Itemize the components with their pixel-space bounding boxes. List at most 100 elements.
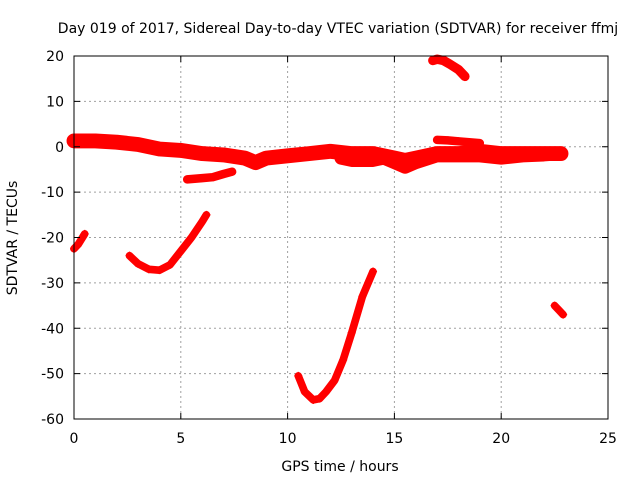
series-short-start	[70, 229, 89, 253]
data-point	[134, 259, 143, 268]
data-point	[439, 56, 448, 65]
data-point	[445, 60, 454, 69]
data-point	[554, 306, 563, 315]
data-point	[433, 151, 442, 160]
data-point	[176, 247, 185, 256]
y-tick-label: -10	[41, 185, 64, 201]
series-band	[294, 267, 377, 404]
data-point	[454, 65, 463, 74]
y-tick-label: -60	[41, 412, 64, 428]
series-end-segment	[550, 301, 568, 319]
data-point	[369, 156, 378, 165]
x-tick-label: 5	[176, 431, 185, 447]
data-point	[347, 156, 356, 165]
series-segment-6-7	[182, 167, 237, 184]
y-tick-label: 20	[46, 49, 64, 65]
y-tick-label: -40	[41, 321, 64, 337]
data-point	[358, 292, 367, 301]
data-point	[433, 135, 442, 144]
data-point	[166, 260, 175, 269]
data-point	[460, 72, 469, 81]
data-point	[187, 233, 196, 242]
data-point	[315, 394, 324, 403]
x-tick-label: 25	[599, 431, 617, 447]
data-point	[322, 387, 331, 396]
y-tick-label: 0	[55, 140, 64, 156]
data-point	[294, 371, 303, 380]
data-point	[518, 151, 527, 160]
data-point	[219, 169, 228, 178]
series-band	[70, 230, 89, 253]
data-point	[401, 163, 410, 172]
data-point	[219, 150, 228, 159]
data-point	[347, 328, 356, 337]
axis-ticks: -60 -50 -40 -30 -20 -10 0 10 20 0 5 10 15 20 25	[41, 49, 617, 447]
chart-title: Day 019 of 2017, Sidereal Day-to-day VTE…	[58, 21, 618, 37]
data-point	[198, 217, 207, 226]
x-tick-label: 10	[279, 431, 297, 447]
data-point	[304, 149, 313, 158]
data-point	[198, 149, 207, 158]
data-point	[326, 147, 335, 156]
data-point	[390, 158, 399, 167]
data-point	[74, 240, 83, 249]
data-point	[155, 266, 164, 275]
data-point	[454, 137, 463, 146]
data-point	[330, 376, 339, 385]
data-point	[262, 154, 271, 163]
data-point	[411, 158, 420, 167]
x-axis-label: GPS time / hours	[281, 459, 398, 475]
data-point	[251, 158, 260, 167]
y-tick-label: -20	[41, 231, 64, 247]
series-plateau-17-19	[432, 135, 485, 148]
series-dip-11	[294, 267, 378, 404]
grid-lines	[74, 56, 608, 419]
data-point	[550, 301, 559, 310]
data-point	[337, 154, 345, 163]
data-point	[465, 138, 474, 147]
data-point	[309, 395, 318, 404]
x-tick-label: 15	[385, 431, 403, 447]
y-tick-label: 10	[46, 94, 64, 110]
data-point	[202, 210, 211, 219]
x-tick-label: 20	[492, 431, 510, 447]
data-point	[433, 55, 442, 64]
x-tick-label: 0	[70, 431, 79, 447]
data-point	[228, 167, 237, 176]
data-series	[66, 54, 569, 404]
data-point	[183, 175, 192, 184]
data-point	[208, 173, 217, 182]
series-dip-3	[125, 210, 211, 275]
data-point	[240, 154, 249, 163]
data-point	[443, 136, 452, 145]
data-point	[369, 267, 378, 276]
data-point	[176, 146, 185, 155]
data-point	[155, 145, 164, 154]
y-tick-label: -30	[41, 276, 64, 292]
series-band	[182, 167, 237, 184]
series-band-lower	[334, 147, 568, 174]
y-axis-label: SDTVAR / TECUs	[5, 181, 21, 296]
data-point	[80, 229, 89, 238]
data-point	[559, 310, 568, 319]
data-point	[475, 151, 484, 160]
data-point	[339, 356, 348, 365]
data-point	[283, 151, 292, 160]
data-point	[379, 154, 388, 163]
series-arc-upper	[428, 54, 470, 82]
data-point	[557, 149, 566, 158]
data-point	[475, 139, 484, 148]
data-point	[144, 265, 153, 274]
data-point	[497, 154, 506, 163]
data-point	[134, 140, 143, 149]
data-point	[539, 150, 548, 159]
data-point	[125, 251, 134, 260]
data-point	[454, 151, 463, 160]
data-point	[112, 138, 121, 147]
y-tick-label: -50	[41, 367, 64, 383]
data-point	[300, 387, 309, 396]
data-point	[428, 56, 437, 65]
data-point	[91, 136, 100, 145]
data-point	[198, 174, 207, 183]
